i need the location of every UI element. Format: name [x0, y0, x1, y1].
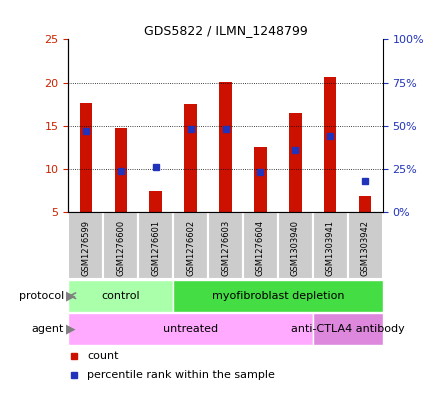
Text: GSM1276601: GSM1276601	[151, 220, 160, 276]
Bar	[150, 191, 162, 212]
Bar	[348, 212, 383, 279]
Bar	[68, 212, 103, 279]
Text: GSM1276604: GSM1276604	[256, 220, 265, 276]
Text: percentile rank within the sample: percentile rank within the sample	[87, 370, 275, 380]
Text: GSM1303942: GSM1303942	[361, 220, 370, 276]
Text: anti-CTLA4 antibody: anti-CTLA4 antibody	[291, 324, 405, 334]
Text: control: control	[101, 291, 140, 301]
Text: ▶: ▶	[66, 289, 76, 302]
Bar	[208, 212, 243, 279]
Bar	[359, 196, 371, 212]
Bar	[138, 212, 173, 279]
Text: GSM1303941: GSM1303941	[326, 220, 335, 276]
Text: GSM1303940: GSM1303940	[291, 220, 300, 276]
Text: myofibroblast depletion: myofibroblast depletion	[212, 291, 344, 301]
Text: GSM1276599: GSM1276599	[81, 220, 90, 276]
Bar	[324, 77, 337, 212]
Text: GSM1276602: GSM1276602	[186, 220, 195, 276]
Text: agent: agent	[31, 324, 64, 334]
Text: protocol: protocol	[18, 291, 64, 301]
Bar	[243, 212, 278, 279]
Bar	[68, 280, 173, 312]
Text: untreated: untreated	[163, 324, 218, 334]
Text: GSM1276600: GSM1276600	[116, 220, 125, 276]
Bar	[313, 212, 348, 279]
Text: ▶: ▶	[66, 323, 76, 336]
Bar	[313, 313, 383, 345]
Bar	[173, 280, 383, 312]
Text: GSM1276603: GSM1276603	[221, 220, 230, 277]
Bar	[173, 212, 208, 279]
Text: count: count	[87, 351, 118, 361]
Bar	[278, 212, 313, 279]
Title: GDS5822 / ILMN_1248799: GDS5822 / ILMN_1248799	[143, 24, 308, 37]
Bar	[103, 212, 138, 279]
Bar	[220, 82, 231, 212]
Bar	[184, 104, 197, 212]
Bar	[254, 147, 267, 212]
Bar	[289, 113, 301, 212]
Bar	[80, 103, 92, 212]
Bar	[114, 129, 127, 212]
Bar	[68, 313, 313, 345]
